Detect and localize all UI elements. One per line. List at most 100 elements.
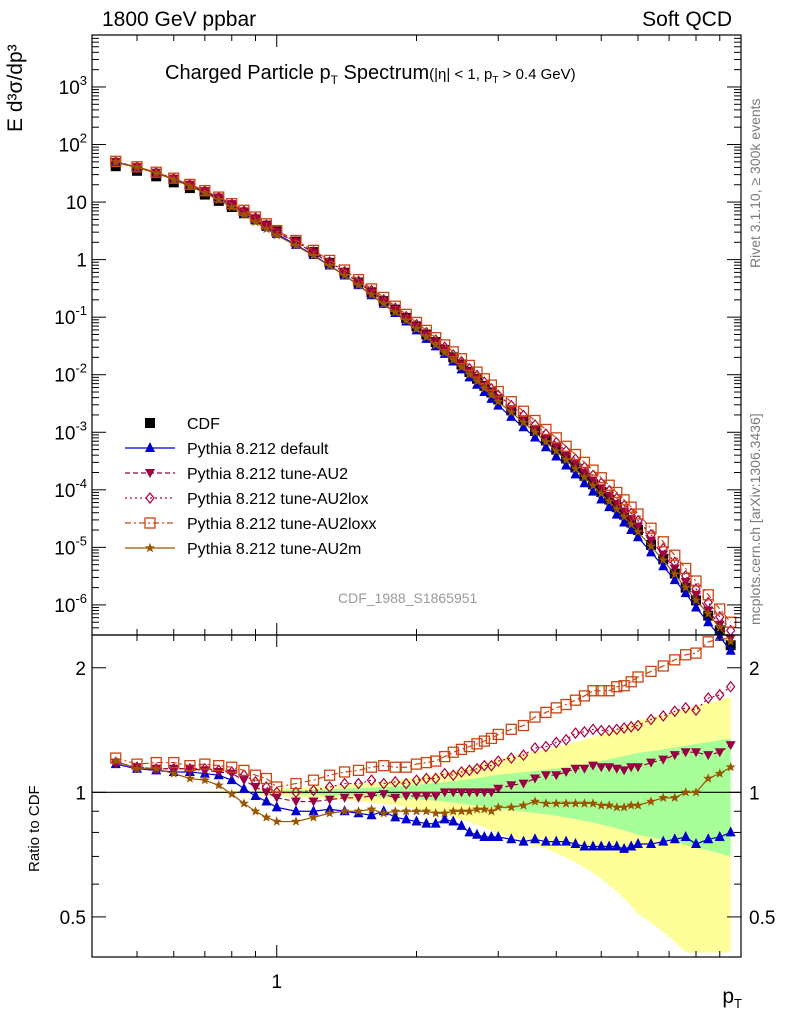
ratio-point-pythia-8-212-tune-au2lox bbox=[226, 766, 237, 778]
plot-title-main-sub: T bbox=[330, 73, 338, 87]
point-pythia-8-212-tune-au2m bbox=[366, 289, 377, 299]
point-cdf bbox=[633, 525, 644, 536]
point-cdf bbox=[611, 502, 622, 513]
point-pythia-8-212-tune-au2m bbox=[199, 187, 210, 198]
ratio-point-pythia-8-212-tune-au2m bbox=[703, 773, 714, 783]
ratio-point-pythia-8-212-tune-au2lox bbox=[464, 764, 475, 777]
ratio-point-pythia-8-212-tune-au2 bbox=[725, 741, 736, 751]
ratio-point-pythia-8-212-tune-au2loxx bbox=[168, 756, 180, 769]
ratio-point-pythia-8-212-tune-au2loxx bbox=[260, 772, 273, 785]
point-pythia-8-212-tune-au2lox bbox=[448, 349, 459, 361]
point-pythia-8-212-tune-au2 bbox=[604, 492, 615, 502]
point-pythia-8-212-tune-au2m bbox=[430, 339, 441, 350]
point-pythia-8-212-tune-au2 bbox=[131, 163, 142, 173]
point-pythia-8-212-tune-au2 bbox=[339, 268, 350, 278]
ratio-point-pythia-8-212-tune-au2lox bbox=[200, 762, 210, 775]
ratio-point-pythia-8-212-tune-au2m bbox=[464, 806, 475, 816]
point-pythia-8-212-tune-au2lox bbox=[714, 610, 725, 623]
point-pythia-8-212-tune-au2m bbox=[626, 519, 637, 529]
ratio-point-pythia-8-212-tune-au2lox bbox=[151, 762, 161, 775]
point-pythia-8-212-tune-au2lox bbox=[456, 355, 467, 368]
point-pythia-8-212-default bbox=[633, 531, 644, 542]
point-pythia-8-212-default bbox=[238, 206, 249, 217]
ratio-point-pythia-8-212-tune-au2loxx bbox=[447, 746, 459, 758]
ratio-point-pythia-8-212-tune-au2loxx bbox=[478, 735, 490, 747]
point-cdf bbox=[271, 226, 282, 237]
point-pythia-8-212-tune-au2loxx bbox=[540, 423, 552, 436]
point-pythia-8-212-default bbox=[725, 644, 736, 655]
point-pythia-8-212-tune-au2loxx bbox=[447, 346, 459, 358]
ratio-point-pythia-8-212-tune-au2 bbox=[378, 790, 389, 800]
ratio-point-pythia-8-212-tune-au2loxx bbox=[471, 738, 483, 750]
ratio-point-pythia-8-212-default bbox=[611, 840, 622, 851]
ratio-point-pythia-8-212-tune-au2 bbox=[353, 793, 364, 803]
point-pythia-8-212-tune-au2 bbox=[390, 306, 401, 316]
y-tick-exponent: 2 bbox=[80, 131, 87, 146]
point-pythia-8-212-tune-au2 bbox=[366, 288, 377, 298]
ratio-point-pythia-8-212-tune-au2lox bbox=[611, 723, 622, 736]
ratio-point-pythia-8-212-tune-au2lox bbox=[479, 759, 490, 772]
point-pythia-8-212-tune-au2 bbox=[168, 174, 179, 184]
ratio-point-pythia-8-212-default bbox=[199, 767, 210, 778]
ratio-point-pythia-8-212-tune-au2 bbox=[561, 767, 572, 777]
ratio-point-pythia-8-212-tune-au2m bbox=[626, 800, 637, 810]
ratio-point-pythia-8-212-default bbox=[626, 840, 637, 851]
point-pythia-8-212-tune-au2loxx bbox=[529, 414, 541, 427]
ratio-point-pythia-8-212-tune-au2loxx bbox=[657, 660, 669, 672]
point-pythia-8-212-tune-au2m bbox=[579, 472, 590, 482]
point-pythia-8-212-tune-au2m bbox=[669, 569, 680, 579]
point-pythia-8-212-tune-au2lox bbox=[626, 507, 636, 520]
ratio-point-pythia-8-212-tune-au2loxx bbox=[400, 761, 412, 773]
point-pythia-8-212-tune-au2m bbox=[239, 209, 249, 219]
point-pythia-8-212-default bbox=[250, 213, 261, 224]
point-pythia-8-212-tune-au2loxx bbox=[492, 385, 504, 398]
ratio-point-pythia-8-212-tune-au2 bbox=[184, 764, 195, 774]
ratio-point-pythia-8-212-default bbox=[261, 795, 272, 806]
point-pythia-8-212-tune-au2lox bbox=[250, 211, 261, 224]
ratio-point-pythia-8-212-tune-au2m bbox=[633, 800, 643, 810]
ratio-point-pythia-8-212-tune-au2 bbox=[479, 788, 490, 798]
point-cdf bbox=[401, 312, 412, 323]
ratio-point-pythia-8-212-tune-au2 bbox=[226, 769, 237, 779]
ratio-point-pythia-8-212-tune-au2m bbox=[611, 802, 622, 812]
ratio-point-pythia-8-212-tune-au2 bbox=[669, 751, 680, 761]
ratio-point-pythia-8-212-tune-au2loxx bbox=[150, 756, 162, 769]
ratio-point-pythia-8-212-tune-au2lox bbox=[472, 762, 482, 775]
point-pythia-8-212-tune-au2 bbox=[570, 460, 581, 470]
main-frame bbox=[91, 34, 742, 636]
point-pythia-8-212-tune-au2loxx bbox=[550, 432, 562, 444]
point-pythia-8-212-tune-au2 bbox=[658, 550, 669, 560]
ratio-point-pythia-8-212-tune-au2loxx bbox=[430, 755, 442, 767]
ratio-point-pythia-8-212-tune-au2loxx bbox=[540, 706, 552, 719]
point-pythia-8-212-tune-au2 bbox=[669, 564, 680, 574]
point-cdf bbox=[411, 321, 422, 332]
ratio-point-pythia-8-212-tune-au2 bbox=[626, 763, 637, 773]
point-pythia-8-212-tune-au2 bbox=[271, 228, 282, 238]
point-pythia-8-212-tune-au2loxx bbox=[378, 291, 390, 304]
point-pythia-8-212-tune-au2lox bbox=[324, 256, 335, 268]
ratio-point-pythia-8-212-tune-au2m bbox=[353, 806, 364, 816]
ratio-point-pythia-8-212-tune-au2m bbox=[378, 808, 389, 818]
ratio-point-pythia-8-212-tune-au2 bbox=[714, 748, 725, 758]
ratio-point-pythia-8-212-tune-au2 bbox=[366, 791, 377, 801]
point-pythia-8-212-tune-au2 bbox=[493, 394, 504, 404]
ratio-point-pythia-8-212-tune-au2 bbox=[703, 751, 714, 761]
ratio-point-pythia-8-212-tune-au2m bbox=[486, 806, 497, 816]
ratio-point-pythia-8-212-tune-au2m bbox=[570, 798, 581, 808]
x-axis-label-sub: T bbox=[734, 996, 742, 1012]
point-cdf bbox=[339, 267, 350, 278]
point-pythia-8-212-tune-au2loxx bbox=[110, 155, 122, 167]
ratio-point-pythia-8-212-tune-au2lox bbox=[291, 786, 301, 799]
point-pythia-8-212-tune-au2 bbox=[430, 338, 441, 348]
ratio-point-pythia-8-212-tune-au2loxx bbox=[587, 685, 599, 697]
point-pythia-8-212-tune-au2 bbox=[421, 330, 432, 340]
point-pythia-8-212-default bbox=[658, 560, 669, 571]
point-pythia-8-212-tune-au2 bbox=[324, 259, 335, 269]
ratio-point-pythia-8-212-default bbox=[378, 805, 389, 816]
ratio-frame bbox=[91, 634, 742, 958]
point-pythia-8-212-tune-au2loxx bbox=[238, 204, 250, 216]
point-pythia-8-212-tune-au2loxx bbox=[455, 353, 468, 365]
ratio-point-pythia-8-212-tune-au2 bbox=[250, 783, 261, 793]
ratio-point-pythia-8-212-tune-au2lox bbox=[250, 775, 261, 788]
